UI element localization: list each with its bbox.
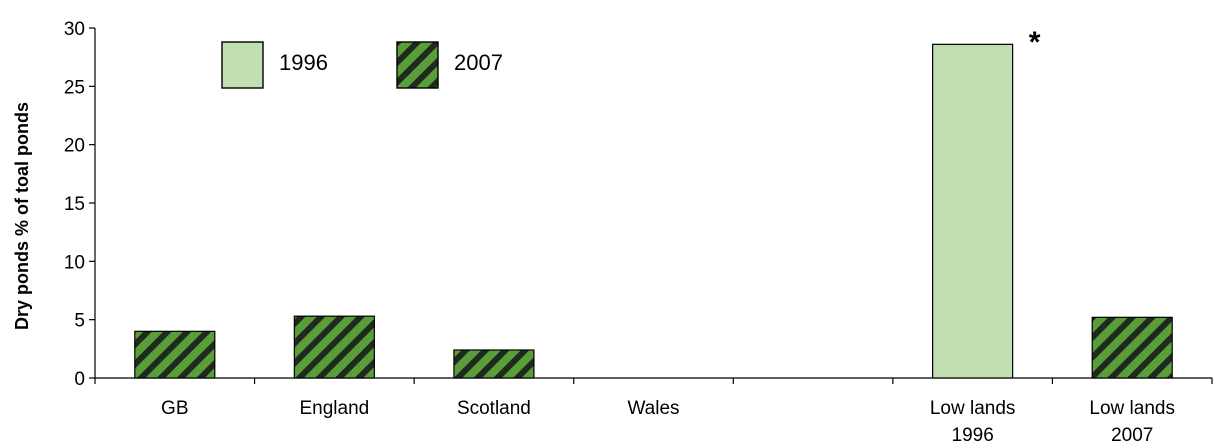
labels: 0 5 10 15 20 25 30 GB England Scotland Wales Low la… <box>64 19 1175 446</box>
x-category-label: Scotland <box>457 398 531 419</box>
x-category-label: Low lands <box>930 398 1016 419</box>
legend-label-1996: 1996 <box>279 50 328 75</box>
legend-label-2007: 2007 <box>454 50 503 75</box>
legend-swatch-2007 <box>396 41 439 89</box>
bar-2007-6 <box>1091 316 1173 379</box>
y-tick-label: 20 <box>64 136 85 157</box>
x-category-label: Low lands <box>1089 398 1175 419</box>
significance-marker: * <box>1029 26 1041 59</box>
bars <box>134 43 1173 379</box>
legend: 1996 2007 <box>221 41 503 89</box>
y-axis-title: Dry ponds % of toal ponds <box>12 102 32 330</box>
legend-swatch-1996 <box>221 41 264 89</box>
bar-1996-5 <box>932 43 1014 379</box>
bar-2007-2 <box>453 349 535 379</box>
x-category-label: Wales <box>627 398 679 419</box>
bar-2007-0 <box>134 330 216 379</box>
x-category-label: GB <box>161 398 188 419</box>
x-category-label: England <box>299 398 369 419</box>
y-tick-label: 30 <box>64 19 85 40</box>
axes <box>89 27 1213 384</box>
y-tick-label: 15 <box>64 194 85 215</box>
x-category-label: 1996 <box>952 425 994 443</box>
y-tick-label: 5 <box>74 311 85 332</box>
y-tick-label: 10 <box>64 252 85 273</box>
y-tick-label: 25 <box>64 77 85 98</box>
y-tick-label: 0 <box>74 369 85 390</box>
x-category-label: 2007 <box>1111 425 1153 443</box>
bar-2007-1 <box>293 315 375 379</box>
